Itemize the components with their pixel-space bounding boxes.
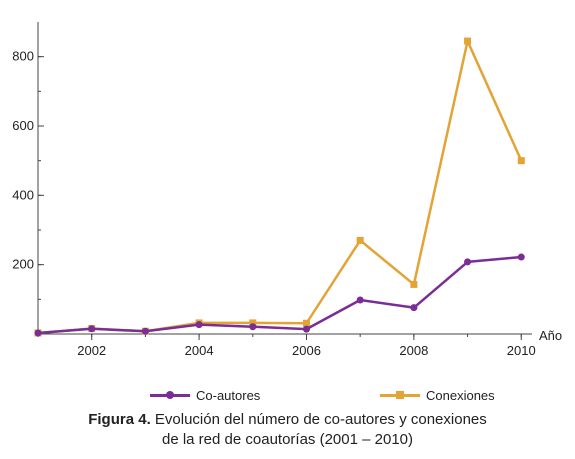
data-point-co-autores [302,325,310,333]
y-tick-label: 600 [12,118,34,133]
legend-swatch-co-autores [150,390,190,399]
data-point-co-autores [464,258,472,266]
data-point-conexiones [517,157,525,165]
data-point-co-autores [141,327,149,335]
x-tick-label: 2002 [77,343,106,358]
data-point-co-autores [410,304,418,312]
legend-label-conexiones: Conexiones [426,387,495,403]
legend-label-co-autores: Co-autores [196,387,261,403]
data-point-conexiones [302,319,310,327]
x-tick-label: 2006 [292,343,321,358]
legend-item-conexiones: Conexiones [380,384,495,406]
data-point-co-autores [34,329,42,337]
caption-text-1: Evolución del número de co-autores y con… [150,411,487,428]
data-point-co-autores [195,321,203,329]
series-line-co-autores [37,255,522,335]
series-line-conexiones [37,39,523,335]
caption-label: Figura 4. [88,411,151,428]
data-point-conexiones [410,280,418,288]
line-chart: 2002 2004 2006 2008 2010 200 400 600 800 Año [12,22,562,358]
caption-line-2: de la red de coautorías (2001 – 2010) [161,431,413,448]
x-tick-label: 2010 [507,343,536,358]
chart-legend: Co-autores Conexiones [0,384,575,406]
chart-axes: 2002 2004 2006 2008 2010 200 400 600 800 Año [12,22,562,358]
chart-series [34,37,525,337]
legend-swatch-conexiones [380,390,420,399]
data-point-conexiones [464,37,472,45]
legend-item-co-autores: Co-autores [150,384,260,406]
data-point-co-autores [517,253,525,261]
data-point-co-autores [88,325,96,333]
x-axis-label: Año [539,328,562,343]
data-point-conexiones [356,236,364,244]
y-tick-label: 200 [12,257,34,272]
x-tick-label: 2008 [399,343,428,358]
y-tick-label: 400 [12,187,34,202]
data-point-co-autores [249,323,257,331]
x-tick-label: 2004 [185,343,214,358]
data-point-co-autores [356,296,364,304]
caption-line-1: Figura 4. Evolución del número de co-aut… [0,410,575,430]
data-point-conexiones [249,319,257,327]
y-tick-label: 800 [12,49,34,64]
figure-caption: Figura 4. Evolución del número de co-aut… [0,410,575,450]
